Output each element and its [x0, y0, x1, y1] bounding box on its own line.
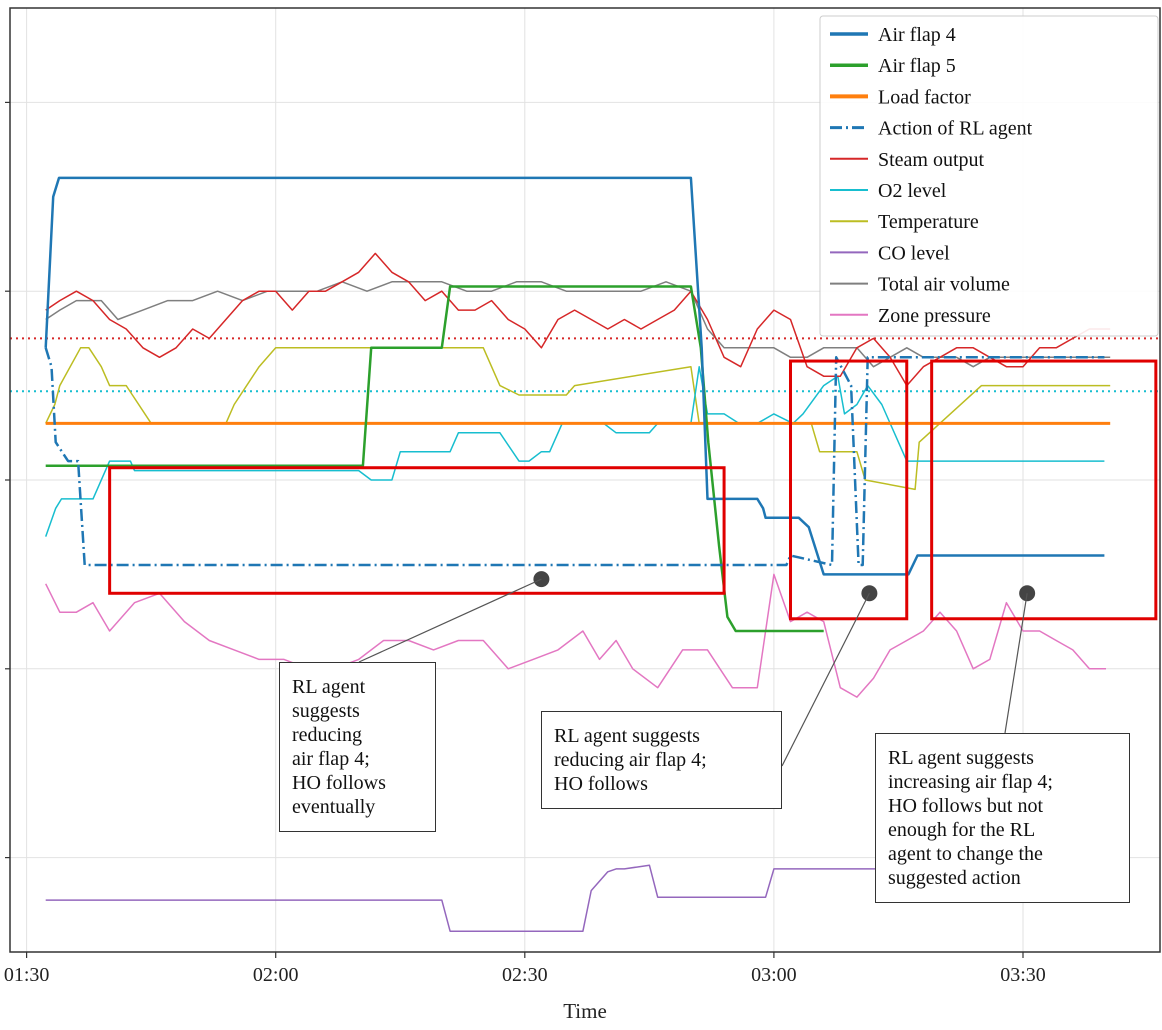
x-ticks: 01:30 02:00 02:30 03:00 03:30	[4, 101, 1046, 986]
series-line-zone-pressure	[45, 573, 1106, 698]
annotation-line: reducing air flap 4;	[554, 749, 707, 771]
annotation-line: HO follows but not	[888, 795, 1043, 817]
legend-label: O2 level	[878, 180, 947, 202]
legend-label: Temperature	[878, 211, 979, 233]
x-tick-label: 02:00	[253, 964, 299, 986]
series-line-action-of-rl-agent	[44, 347, 1105, 567]
series-line-co-level	[45, 864, 1105, 932]
annotation-line: enough for the RL	[888, 819, 1036, 841]
annotation-line: HO follows	[292, 772, 386, 794]
x-tick-label: 03:00	[751, 964, 797, 986]
callout-leader	[1004, 593, 1028, 734]
highlight-box	[789, 359, 909, 621]
annotation-line: RL agent suggests	[888, 747, 1034, 769]
x-axis-label: Time	[563, 999, 607, 1023]
annotation-line: HO follows	[554, 773, 648, 795]
highlight-boxes	[108, 359, 1158, 621]
x-tick-label: 03:30	[1000, 964, 1046, 986]
series-line-steam-output	[45, 252, 1111, 387]
legend-label: Zone pressure	[878, 305, 991, 327]
annotation-line: agent to change the	[888, 843, 1043, 865]
legend-label: Total air volume	[878, 274, 1010, 296]
annotation-line: eventually	[292, 796, 376, 818]
annotation-mid: RL agent suggests reducing air flap 4; HO …	[541, 711, 782, 809]
legend-label: Air flap 4	[878, 24, 956, 46]
callout-leader	[781, 593, 870, 767]
annotation-right: RL agent suggests increasing air flap 4; H…	[875, 733, 1130, 903]
highlight-box	[930, 359, 1158, 621]
legend-label: Load factor	[878, 86, 971, 108]
series-line-air-flap-4	[44, 176, 1105, 576]
x-tick-label: 01:30	[4, 964, 50, 986]
annotation-line: increasing air flap 4;	[888, 771, 1053, 793]
annotation-left: RL agent suggests reducing air flap 4; HO fo…	[279, 662, 436, 832]
legend: Air flap 4 Air flap 5 Load factor Action of…	[819, 15, 1159, 337]
legend-box	[819, 15, 1159, 337]
annotation-line: RL agent suggests	[554, 725, 700, 747]
callout-leader	[358, 578, 542, 663]
annotation-line: air flap 4;	[292, 748, 370, 770]
annotation-line: suggested action	[888, 867, 1021, 889]
highlight-box	[108, 466, 726, 595]
callout-leaders	[358, 578, 1028, 767]
annotation-line: RL agent	[292, 676, 366, 698]
x-tick-label: 02:30	[502, 964, 548, 986]
legend-label: Air flap 5	[878, 55, 956, 77]
legend-label: Steam output	[878, 149, 985, 171]
annotation-line: reducing	[292, 724, 362, 746]
annotation-line: suggests	[292, 700, 360, 722]
legend-label: Action of RL agent	[878, 118, 1033, 140]
series-line-temperature	[45, 347, 1111, 491]
legend-label: CO level	[878, 242, 950, 264]
